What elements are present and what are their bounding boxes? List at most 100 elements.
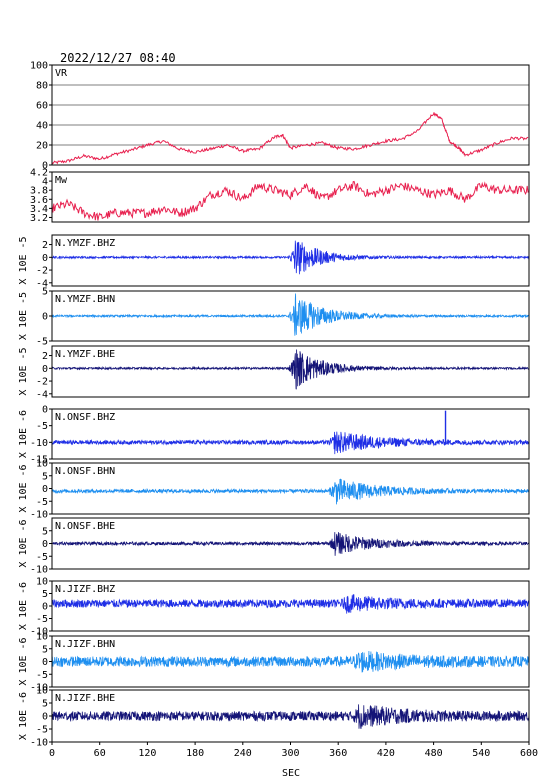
y-axis-label: X 10E -6 [18,582,29,630]
waveform [51,431,530,455]
y-tick-label: 3.8 [30,186,48,197]
panel-frame [51,171,530,223]
y-tick-label: -5 [36,614,48,625]
y-tick-label: 0 [42,253,48,264]
waveform [51,704,530,729]
waveform [51,532,530,556]
panel-label: N.JIZF.BHN [55,639,115,650]
y-axis-label: X 10E -6 [18,692,29,740]
panel-label: N.ONSF.BHE [55,521,115,532]
y-tick-label: -5 [36,337,48,348]
y-tick-label: 10 [36,459,48,470]
waveform [51,650,530,673]
y-tick-label: 4 [42,177,48,188]
y-tick-label: -5 [36,552,48,563]
panel-frame [51,345,530,398]
series-line [51,180,529,221]
panel-n-onsf-bhe: -10 -5 0 5 N.ONSF.BHE X 10E -6 [18,517,530,576]
y-tick-label: 0 [42,364,48,375]
y-tick-label: -2 [36,377,48,388]
y-tick-label: 0 [42,161,48,172]
panel-label: N.YMZF.BHN [55,294,115,305]
panel-n-ymzf-bhz: -4-2 0 2 N.YMZF.BHZ X 10E -5 [18,234,530,289]
y-tick-label: -10 [30,565,48,576]
y-tick-label: 5 [42,644,48,655]
panel-label: N.JIZF.BHE [55,693,115,704]
y-tick-label: 5 [42,589,48,600]
panel-n-ymzf-bhn: -5 0 5 N.YMZF.BHN X 10E -5 [18,287,530,348]
y-tick-label: 0 [42,312,48,323]
waveform [51,240,530,275]
panel-n-jizf-bhe: -10 -5 0 5 10 N.JIZF.BHE X 10E -6 [18,686,530,749]
y-tick-label: 40 [36,121,48,132]
y-tick-label: -15 [30,455,48,466]
y-tick-label: 3.6 [30,195,48,206]
y-tick-label: 2 [42,240,48,251]
y-tick-label: -4 [36,278,48,289]
panel-frame [51,64,530,166]
y-tick-label: 3.2 [30,213,48,224]
x-tick-label: 540 [472,748,490,759]
y-tick-label: 80 [36,81,48,92]
waveform [51,293,530,336]
y-tick-label: 0 [42,602,48,613]
panel-frame [51,462,530,515]
y-tick-label: -10 [30,438,48,449]
panel-label: VR [55,68,68,79]
y-tick-label: 5 [42,471,48,482]
x-tick-label: 0 [49,748,55,759]
y-axis-label: X 10E -6 [18,410,29,458]
x-tick-label: 600 [520,748,538,759]
y-tick-label: -10 [30,738,48,749]
y-tick-label: 10 [36,686,48,697]
y-tick-label: 10 [36,577,48,588]
panel-n-jizf-bhz: -10 -50 510 N.JIZF.BHZ X 10E -6 [18,577,530,638]
x-axis-label: SEC [282,768,300,779]
x-tick-label: 180 [186,748,204,759]
x-tick-label: 420 [377,748,395,759]
panel-frame [51,234,530,287]
panel-label: N.ONSF.BHN [55,466,115,477]
y-tick-label: 2 [42,351,48,362]
x-tick-label: 480 [425,748,443,759]
y-tick-label: 100 [30,61,48,72]
y-axis-label: X 10E -5 [18,236,29,284]
panel-n-ymzf-bhe: -4-2 0 2 N.YMZF.BHE X 10E -5 [18,345,530,400]
y-tick-label: 5 [42,287,48,298]
figure-title: 2022/12/27 08:40 [60,51,176,65]
panel-label: N.ONSF.BHZ [55,412,115,423]
panel-frame [51,408,530,460]
y-tick-label: -5 [36,421,48,432]
y-tick-label: 20 [36,141,48,152]
panel-label: N.JIZF.BHZ [55,584,115,595]
y-tick-label: -10 [30,683,48,694]
x-tick-label: 60 [94,748,106,759]
y-tick-label: 5 [42,699,48,710]
y-tick-label: 0 [42,712,48,723]
y-tick-label: 10 [36,632,48,643]
panel-label: N.YMZF.BHE [55,349,115,360]
waveform [51,349,530,390]
y-tick-label: -10 [30,510,48,521]
panel-mw: 3.23.43.63.844.2 Mw [30,168,530,224]
x-tick-label: 300 [281,748,299,759]
y-axis-label: X 10E -5 [18,292,29,340]
panel-vr: 0 20 40 60 80 100 VR [30,61,530,172]
y-axis-label: X 10E -5 [18,347,29,395]
y-tick-label: -2 [36,266,48,277]
y-tick-label: 5 [42,526,48,537]
y-axis-label: X 10E -6 [18,637,29,685]
panel-n-onsf-bhz: -15 -10 -5 0 N.ONSF.BHZ X 10E -6 [18,405,530,466]
x-tick-label: 360 [329,748,347,759]
panel-label: N.YMZF.BHZ [55,238,115,249]
y-tick-label: 0 [42,539,48,550]
waveform [51,594,530,614]
y-tick-label: -5 [36,725,48,736]
x-tick-label: 120 [138,748,156,759]
y-tick-label: 4.2 [30,168,48,179]
y-tick-label: -10 [30,627,48,638]
y-tick-label: -5 [36,497,48,508]
y-tick-label: -4 [36,389,48,400]
